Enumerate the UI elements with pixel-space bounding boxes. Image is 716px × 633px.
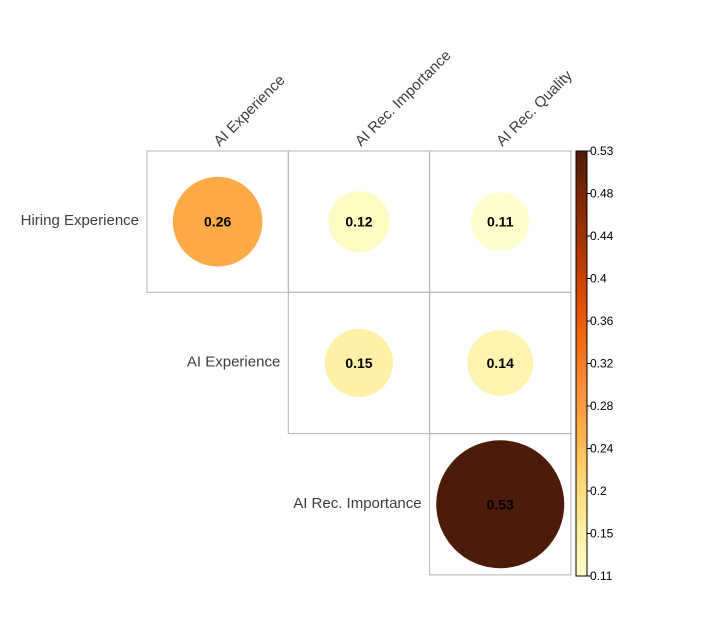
grid-cells (146, 150, 572, 576)
column-label: AI Rec. Importance (352, 47, 455, 150)
correlation-circle (328, 191, 390, 253)
column-label: AI Experience (210, 72, 288, 150)
row-labels: Hiring Experience AI Experience AI Rec. Im… (21, 212, 422, 512)
colorbar-tick-label: 0.44 (590, 229, 614, 243)
colorbar-tick-label: 0.2 (590, 484, 607, 498)
colorbar-tick-label: 0.15 (590, 527, 614, 541)
row-label: Hiring Experience (21, 212, 139, 229)
correlation-circle (172, 176, 263, 267)
correlation-circle (436, 440, 565, 569)
correlation-circle (324, 328, 393, 397)
correlation-value: 0.12 (345, 214, 372, 230)
correlation-circle (471, 192, 530, 251)
column-label: AI Rec. Quality (493, 67, 576, 150)
colorbar-gradient (575, 150, 588, 577)
correlation-values: 0.26 0.12 0.11 0.15 0.14 0.53 (204, 214, 514, 513)
colorbar-tick-label: 0.4 (590, 272, 607, 286)
correlation-circles (172, 176, 565, 569)
correlation-value: 0.53 (487, 496, 514, 512)
colorbar-tick-label: 0.53 (590, 144, 614, 158)
colorbar-tick-label: 0.28 (590, 399, 614, 413)
correlation-value: 0.15 (345, 355, 372, 371)
correlation-value: 0.14 (487, 355, 514, 371)
colorbar-tick-label: 0.24 (590, 442, 614, 456)
colorbar-tick-label: 0.11 (590, 569, 613, 583)
colorbar-tick-label: 0.48 (590, 187, 614, 201)
row-label: AI Experience (187, 353, 280, 370)
correlation-circle (467, 330, 534, 396)
correlation-value: 0.26 (204, 214, 231, 230)
correlation-value: 0.11 (487, 214, 514, 230)
colorbar-tick-label: 0.36 (590, 314, 614, 328)
column-labels: AI Experience AI Rec. Importance AI Rec. Q… (210, 47, 576, 150)
colorbar-tick-label: 0.32 (590, 357, 614, 371)
colorbar: 0.53 0.48 0.44 0.4 0.36 0.32 0.28 0.24 0.2 0.15 0.… (575, 144, 614, 583)
grid-cell (429, 433, 572, 576)
row-label: AI Rec. Importance (293, 495, 421, 512)
